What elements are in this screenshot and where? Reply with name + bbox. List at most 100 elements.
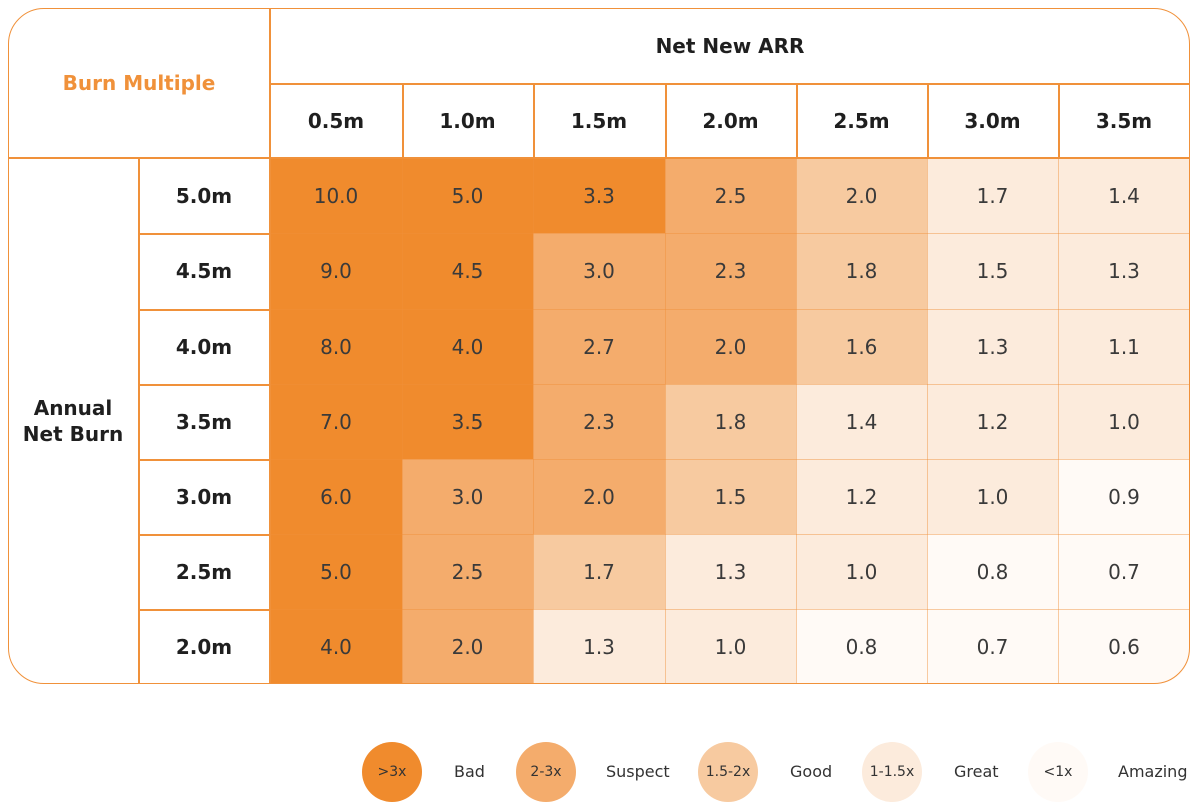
y-tick-label: 4.5m [175,259,233,283]
heatmap-cell: 1.3 [1058,233,1190,309]
grid-line [270,233,1190,234]
heatmap-cell: 2.0 [402,609,533,684]
heatmap-cell: 2.3 [533,384,665,459]
heatmap-cell: 1.5 [927,233,1058,309]
legend-swatch-bad: >3x [362,742,422,802]
legend-label-good: Good [790,762,833,781]
grid-line [1058,83,1060,158]
heatmap-cell: 8.0 [270,309,402,384]
grid-line [1058,158,1059,684]
heatmap-cell: 1.5 [665,459,796,534]
grid-line [270,384,1190,385]
heatmap-cell: 10.0 [270,158,402,233]
y-tick-label: 3.0m [175,484,233,509]
heatmap-cell: 3.0 [533,233,665,309]
heatmap-cell: 2.7 [533,309,665,384]
grid-line [927,158,928,684]
grid-line [269,8,271,684]
grid-line [270,609,1190,610]
heatmap-cell: 1.3 [927,309,1058,384]
heatmap-cell: 1.8 [665,384,796,459]
grid-line [138,158,140,684]
heatmap-cell: 7.0 [270,384,402,459]
heatmap-cell: 2.0 [665,309,796,384]
heatmap-cell: 1.0 [796,534,927,609]
heatmap-cell: 1.2 [796,459,927,534]
heatmap-cell: 3.3 [533,158,665,233]
grid-line [270,459,1190,460]
grid-line [665,83,667,158]
heatmap-cell: 1.4 [796,384,927,459]
heatmap-cell: 4.5 [402,233,533,309]
heatmap-cell: 1.6 [796,309,927,384]
heatmap-cell: 1.1 [1058,309,1190,384]
grid-line [138,309,270,311]
heatmap-cell: 2.3 [665,233,796,309]
heatmap-cell: 6.0 [270,459,402,534]
grid-line [402,158,403,684]
heatmap-cell: 9.0 [270,233,402,309]
y-tick-label: 4.0m [175,334,233,359]
legend-label-great: Great [954,762,999,781]
grid-line [138,609,270,611]
heatmap-cell: 0.6 [1058,609,1190,684]
heatmap-cell: 4.0 [402,309,533,384]
heatmap-cell: 1.0 [665,609,796,684]
grid-line [533,83,535,158]
grid-line [138,459,270,461]
grid-line [270,83,1190,85]
legend-swatch-amazing: <1x [1028,742,1088,802]
grid-line [796,158,797,684]
grid-line [402,83,404,158]
heatmap-cell: 1.2 [927,384,1058,459]
grid-line [138,384,270,386]
heatmap-cell: 1.0 [927,459,1058,534]
y-axis-title: Annual Net Burn [22,396,124,446]
heatmap-cell: 2.0 [796,158,927,233]
legend-swatch-good: 1.5-2x [698,742,758,802]
heatmap-cell: 5.0 [402,158,533,233]
heatmap-cell: 4.0 [270,609,402,684]
x-tick-label: 3.0m [964,108,1021,133]
heatmap-cell: 0.7 [1058,534,1190,609]
heatmap-cell: 1.4 [1058,158,1190,233]
x-tick-label: 0.5m [307,108,365,133]
y-tick-label: 3.5m [175,409,233,434]
legend-label-bad: Bad [454,762,485,781]
y-tick-label: 5.0m [175,183,233,208]
grid-line [533,158,534,684]
heatmap-cell: 2.5 [402,534,533,609]
grid-line [796,83,798,158]
grid-line [138,534,270,536]
heatmap-cell: 1.7 [533,534,665,609]
heatmap-cell: 0.7 [927,609,1058,684]
heatmap-cell: 2.0 [533,459,665,534]
grid-line [8,157,1190,159]
grid-line [270,309,1190,310]
x-tick-label: 1.5m [570,108,628,133]
chart-title: Burn Multiple [62,71,216,95]
heatmap-cell: 3.5 [402,384,533,459]
heatmap-cell: 0.8 [796,609,927,684]
legend-label-amazing: Amazing [1118,762,1188,781]
heatmap-cell: 1.8 [796,233,927,309]
legend-swatch-suspect: 2-3x [516,742,576,802]
heatmap-cell: 3.0 [402,459,533,534]
heatmap-cell: 0.9 [1058,459,1190,534]
heatmap-cell: 2.5 [665,158,796,233]
legend-label-suspect: Suspect [606,762,670,781]
grid-line [138,233,270,235]
y-tick-label: 2.5m [175,559,233,584]
heatmap-cell: 0.8 [927,534,1058,609]
legend-swatch-great: 1-1.5x [862,742,922,802]
heatmap-cell: 1.0 [1058,384,1190,459]
grid-line [270,534,1190,535]
x-axis-title: Net New ARR [655,33,805,58]
heatmap-cell: 1.7 [927,158,1058,233]
heatmap-cell: 1.3 [533,609,665,684]
x-tick-label: 1.0m [439,108,496,133]
heatmap-cell: 5.0 [270,534,402,609]
grid-line [927,83,929,158]
heatmap-cell: 1.3 [665,534,796,609]
x-tick-label: 2.0m [702,108,759,133]
